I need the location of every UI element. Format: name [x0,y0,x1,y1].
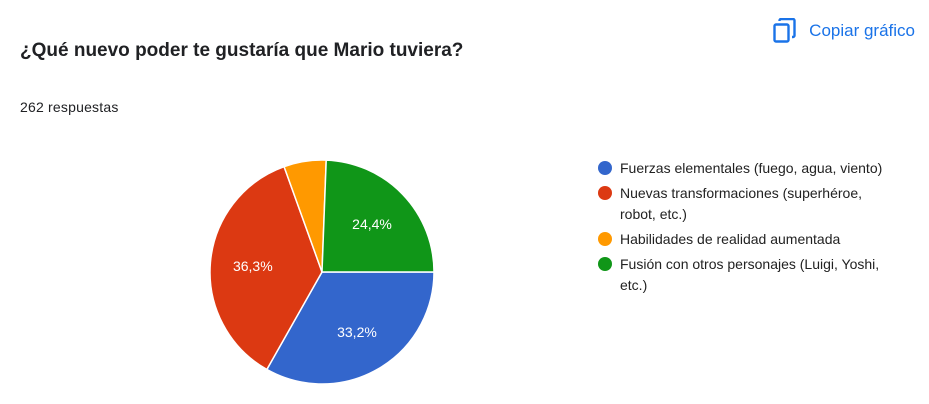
legend-swatch-3 [598,257,612,271]
copy-chart-button[interactable]: Copiar gráfico [773,14,917,48]
legend-label-1: Nuevas transformaciones (superhéroe, rob… [620,185,863,222]
pie-slice-1 [209,165,323,371]
pie-slice-label-0: 33,2% [337,324,377,340]
legend-label-0: Fuerzas elementales (fuego, agua, viento… [620,160,883,176]
legend-swatch-1 [598,186,612,200]
response-count: 262 respuestas [20,99,119,115]
legend-item-3: Fusión con otros personajes (Luigi, Yosh… [598,254,898,296]
copy-icon [773,18,797,44]
pie-slice-label-1: 36,3% [233,258,273,274]
legend-item-0: Fuerzas elementales (fuego, agua, viento… [598,158,898,179]
legend-swatch-0 [598,161,612,175]
legend-item-1: Nuevas transformaciones (superhéroe, rob… [598,183,898,225]
chart-question-title: ¿Qué nuevo poder te gustaría que Mario t… [20,40,464,61]
legend-item-2: Habilidades de realidad aumentada [598,229,898,250]
pie-slice-label-3: 24,4% [352,216,392,232]
legend-label-3: Fusión con otros personajes (Luigi, Yosh… [620,256,880,293]
copy-chart-label: Copiar gráfico [809,21,915,40]
legend-swatch-2 [598,232,612,246]
chart-legend: Fuerzas elementales (fuego, agua, viento… [598,158,898,300]
pie-slice-0 [265,271,435,385]
pie-slice-3 [321,159,435,273]
legend-label-2: Habilidades de realidad aumentada [620,231,841,247]
